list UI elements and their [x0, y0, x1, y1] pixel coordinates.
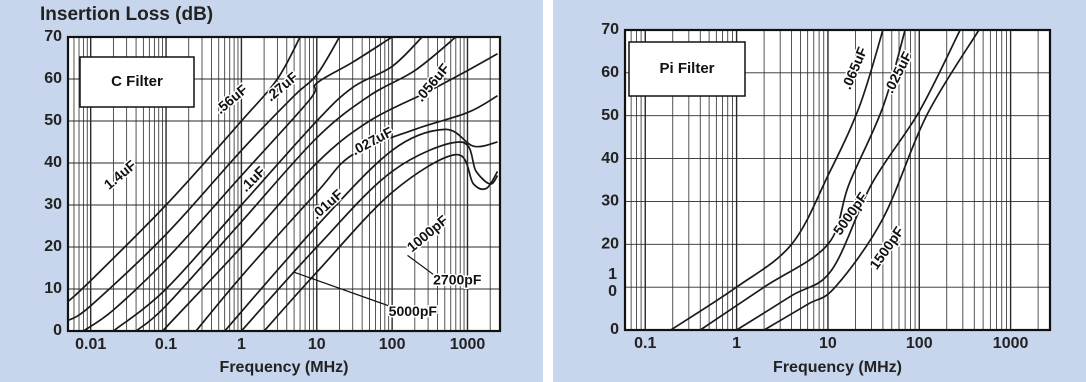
x-tick-label: 1000 — [993, 335, 1029, 352]
y-tick-label: 20 — [44, 238, 62, 255]
x-tick-label: 100 — [379, 336, 406, 353]
x-tick-label: 1 — [732, 335, 741, 352]
series-line-1000pf — [263, 153, 499, 331]
y-tick-label: 40 — [601, 150, 619, 167]
leader-line — [407, 254, 434, 275]
series-line-2700pf — [240, 141, 499, 331]
x-tick-label: 0.1 — [155, 336, 177, 353]
y-tick-label: 30 — [44, 196, 62, 213]
leader-line — [293, 271, 389, 307]
c-filter-panel: Insertion Loss (dB) 1.4uF .56uF .27uF .1uF.… — [0, 0, 543, 382]
pi-filter-panel: .065uF .025uF 5000pF 1500pF Pi Filter 0.1 1 10 1… — [553, 0, 1086, 382]
series-line-065uf — [670, 30, 884, 330]
filter-label: C Filter — [111, 73, 163, 90]
y-tick-label: 30 — [601, 193, 619, 210]
y-tick-label: 20 — [601, 236, 619, 253]
chart-title: Insertion Loss (dB) — [40, 4, 214, 25]
series-line-14uf — [68, 37, 301, 303]
x-axis-label: Frequency (MHz) — [773, 359, 902, 376]
series-line-056uf — [135, 37, 457, 331]
y-tick-label: 50 — [601, 107, 619, 124]
series-line-56uf — [68, 37, 341, 322]
series-line-1500pf — [763, 30, 980, 330]
y-tick-label: 0 — [610, 321, 619, 338]
series-line-5000pf — [736, 30, 961, 330]
series-line-027uf — [161, 53, 498, 331]
y-tick-label: 50 — [44, 112, 62, 129]
y-tick-label: 60 — [601, 64, 619, 81]
series-line-1uf — [112, 37, 423, 331]
y-tick-label: 60 — [44, 70, 62, 87]
y-tick-label: 70 — [601, 21, 619, 38]
series-group — [68, 37, 499, 331]
x-tick-label: 1000 — [450, 336, 486, 353]
series-line-01uf — [195, 95, 498, 331]
x-tick-label: 10 — [819, 335, 837, 352]
x-axis-label: Frequency (MHz) — [220, 359, 349, 376]
filter-label-box — [79, 56, 195, 108]
x-tick-label: 10 — [308, 336, 326, 353]
series-line-5000pf — [224, 128, 498, 331]
y-tick-label: 70 — [44, 28, 62, 45]
x-tick-label: 0.01 — [75, 336, 106, 353]
x-tick-label: 1 — [237, 336, 246, 353]
series-group — [670, 30, 980, 330]
series-label: 5000pF — [389, 303, 438, 319]
c-filter-chart: 1.4uF.56uF .27uF.1uF.056uF.027uF.01uF1000… — [44, 28, 502, 376]
x-tick-label: 0.1 — [634, 335, 656, 352]
series-line-025uf — [699, 30, 906, 330]
y-tick-label: 0 — [53, 322, 62, 339]
filter-label-box — [628, 41, 746, 97]
y-tick-label: 10 — [44, 280, 62, 297]
plot-frame — [66, 35, 502, 333]
y-tick-label: 40 — [44, 154, 62, 171]
series-label: 2700pF — [433, 271, 482, 287]
plot-frame — [623, 28, 1052, 332]
filter-label: Pi Filter — [659, 60, 714, 77]
x-tick-label: 100 — [906, 335, 933, 352]
series-line-27uf — [82, 37, 393, 331]
